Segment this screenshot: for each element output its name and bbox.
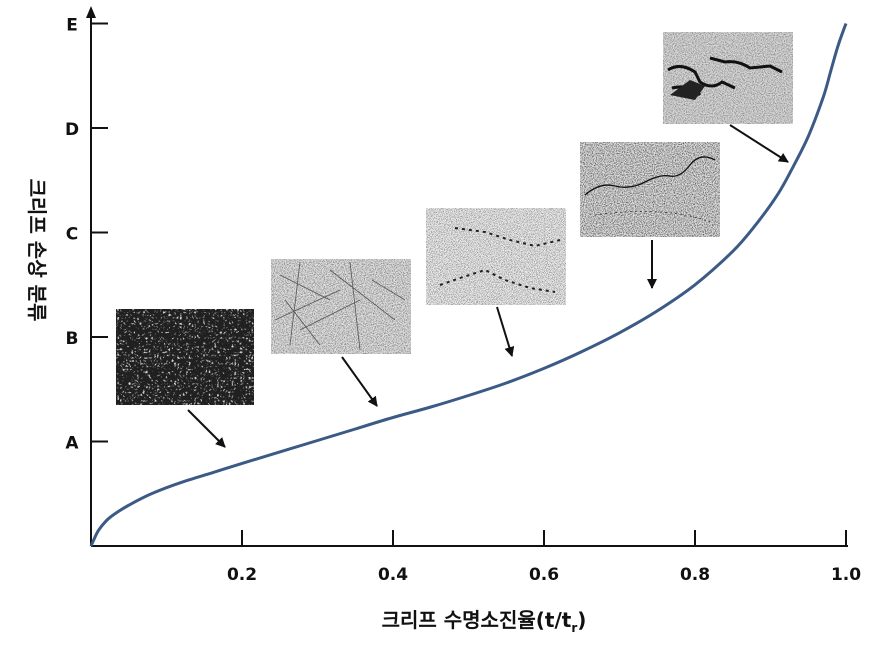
arrow-b: [341, 356, 378, 407]
x-axis-title-main: 크리프 수명소진율(t/t: [382, 608, 572, 632]
y-tick-label-C: C: [66, 225, 78, 245]
arrow-c: [496, 306, 515, 357]
y-axis-title: 크리프 손상 분류: [25, 179, 49, 322]
arrow-e: [729, 124, 789, 163]
x-tick-label-2: 0.6: [529, 565, 559, 585]
x-tick-label-3: 0.8: [680, 565, 710, 585]
x-tick-label-1: 0.4: [378, 565, 408, 585]
x-tick-label-4: 1.0: [831, 565, 861, 585]
micrograph-arrows: [187, 124, 789, 448]
damage-curve: [89, 22, 848, 547]
micrograph-c: [426, 208, 566, 305]
y-tick-label-E: E: [66, 16, 78, 36]
y-tick-label-D: D: [65, 120, 79, 140]
micrograph-e: [663, 32, 793, 124]
micrograph-d: [580, 142, 720, 237]
x-axis-title: 크리프 수명소진율(t/tr): [382, 608, 587, 635]
arrow-a: [187, 409, 226, 448]
micrograph-a: [116, 309, 254, 405]
x-tick-label-0: 0.2: [227, 565, 257, 585]
x-ticks: 0.2 0.4 0.6 0.8 1.0: [227, 530, 861, 585]
y-tick-label-A: A: [65, 434, 79, 454]
x-axis-title-sub: r: [571, 621, 577, 635]
y-tick-label-B: B: [66, 329, 79, 349]
y-ticks: A B C D E: [65, 16, 108, 454]
x-axis-title-close: ): [577, 608, 586, 632]
micrograph-b: [271, 259, 411, 354]
